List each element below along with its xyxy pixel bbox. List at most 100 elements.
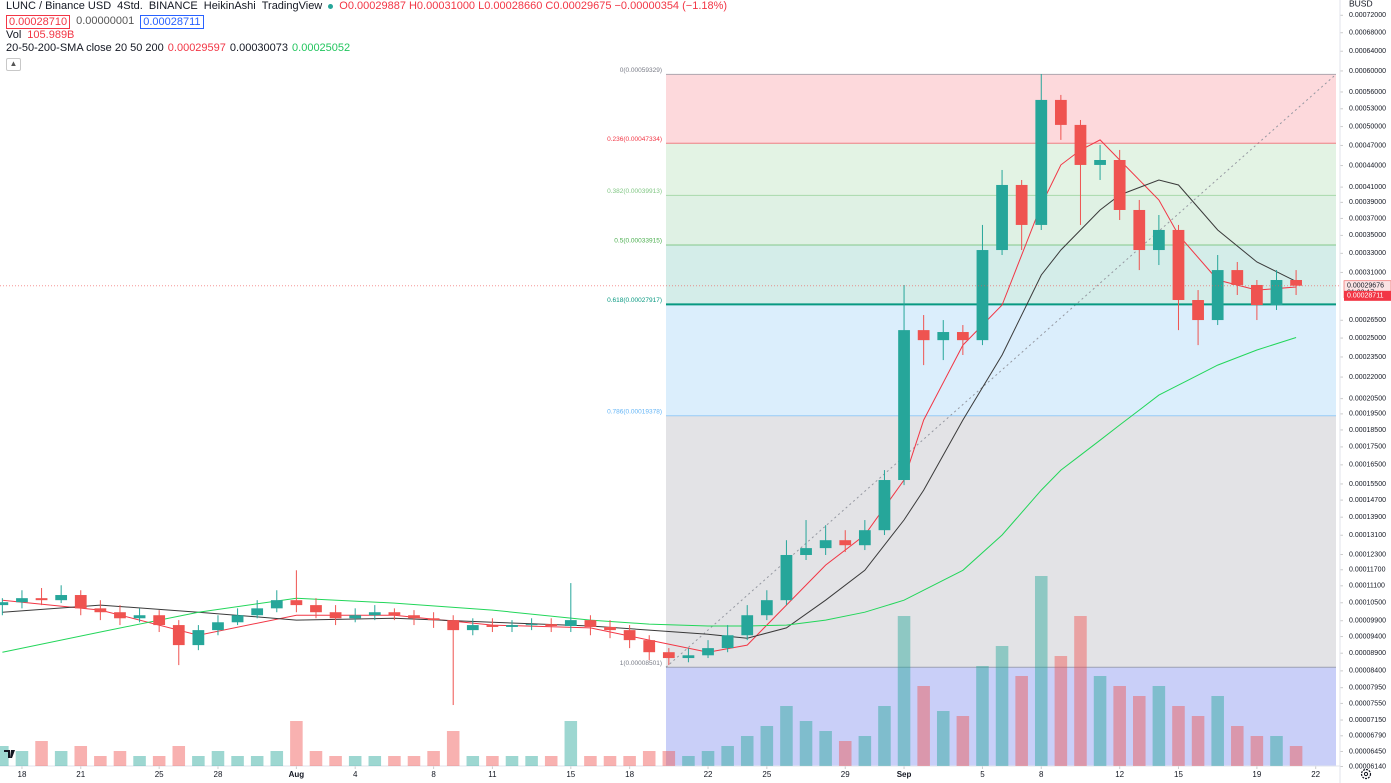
volume-bar [0,746,9,766]
y-tick-label: 0.00007950 [1349,685,1386,692]
source: TradingView [261,0,323,12]
volume-bar [799,721,813,766]
volume-bar [1113,686,1126,766]
candle-body [545,624,558,627]
candle-body [741,615,754,636]
volume-bar [388,756,401,766]
fib-zone [666,415,1336,668]
ask-price-label: 0.00028711 [1347,293,1384,300]
y-tick-label: 0.00008900 [1349,650,1386,657]
candle-body [16,598,28,603]
y-tick-label: 0.00019500 [1349,411,1386,418]
volume-bar [94,756,107,766]
volume-bar [270,751,284,766]
candle-body [133,615,146,619]
x-tick-label: 18 [18,770,27,779]
candle-body [1133,209,1146,251]
logo-shape [4,750,15,758]
volume-bar [309,751,323,766]
volume-bar [172,746,186,766]
sma-50-value: 0.00030073 [229,42,289,54]
volume-bar [54,751,68,766]
sell-price[interactable]: 0.00028710 [6,14,71,29]
buy-price[interactable]: 0.00028711 [140,14,204,29]
y-tick-label: 0.00007150 [1349,717,1386,724]
y-tick-label: 0.00011100 [1349,583,1385,590]
fib-zone [666,304,1336,416]
indicator-row: 20-50-200-SMA close 20 50 200 0.00029597… [6,42,727,56]
candle-body [839,540,852,546]
volume-bar [329,756,342,766]
candle-body [447,620,460,631]
volume-row: Vol 105.989B [6,29,727,43]
collapse-button[interactable]: ▲ [6,57,21,71]
y-tick-label: 0.00023500 [1349,354,1386,361]
volume-bar [1270,736,1283,766]
fib-level-label: 0(0.00059329) [620,67,662,74]
candle-body [976,250,989,341]
y-tick-label: 0.00020500 [1349,395,1386,402]
candle-body [153,615,166,626]
ohlc: O0.00029887 H0.00031000 L0.00028660 C0.0… [339,0,728,12]
fib-zone [666,245,1336,305]
candle-body [604,626,616,631]
y-tick-label: 0.00050000 [1349,123,1386,130]
y-tick-label: 0.00053000 [1349,106,1386,113]
candle-body [349,615,362,619]
sma-20-value: 0.00029597 [167,42,226,54]
y-tick-label: 0.00025000 [1349,335,1386,342]
y-tick-label: 0.00039000 [1349,199,1386,206]
x-tick-label: 15 [566,770,575,779]
candle-body [1035,99,1048,225]
volume-bar [231,756,244,766]
candle-body [1211,270,1224,321]
candle-body [35,598,48,601]
candle-body [290,600,303,606]
volume-bar [1054,656,1068,766]
candle-body [1094,159,1106,165]
volume-bar [584,756,597,766]
currency-label: BUSD [1349,0,1373,8]
candle-body [937,332,950,341]
gear-outer [1360,768,1372,780]
tradingview-logo [4,750,15,758]
volume-bar [1231,726,1244,766]
fib-trend-line [665,73,1337,668]
candle-body [1074,124,1087,165]
status-dot [328,4,334,10]
fib-level-label: 0.5(0.00033915) [614,238,662,245]
volume-bar [1152,686,1166,766]
candle-body [368,612,381,616]
last-price-label: 0.00029676 [1347,283,1384,290]
candle-body [74,595,87,609]
volume-bar [1211,696,1224,766]
ask-price-box [1344,290,1391,301]
candle-body [623,630,636,641]
candle-body [270,600,283,609]
y-tick-label: 0.00031000 [1349,269,1386,276]
y-tick-label: 0.00060000 [1349,68,1386,75]
candle-body [329,612,342,619]
candle-body [996,184,1008,251]
volume-bar [211,751,225,766]
candle-body [0,602,9,606]
candle-body [466,625,479,631]
candle-body [1270,279,1283,306]
candle-body [643,640,656,653]
candle-body [898,330,910,481]
candle-body [1251,284,1263,306]
candle-body [662,652,675,659]
settings-button[interactable] [1360,768,1372,780]
candle-body [1015,184,1028,225]
candle-body [310,605,322,613]
volume-bar [544,756,558,766]
volume-bar [486,756,499,766]
trade-row: 0.00028710 0.00000001 0.00028711 [6,14,727,29]
y-tick-label: 0.00014700 [1349,497,1386,504]
candle-body [780,554,793,601]
volume-label: Vol [6,28,22,41]
volume-bar [858,736,872,766]
volume-bar [682,756,695,766]
